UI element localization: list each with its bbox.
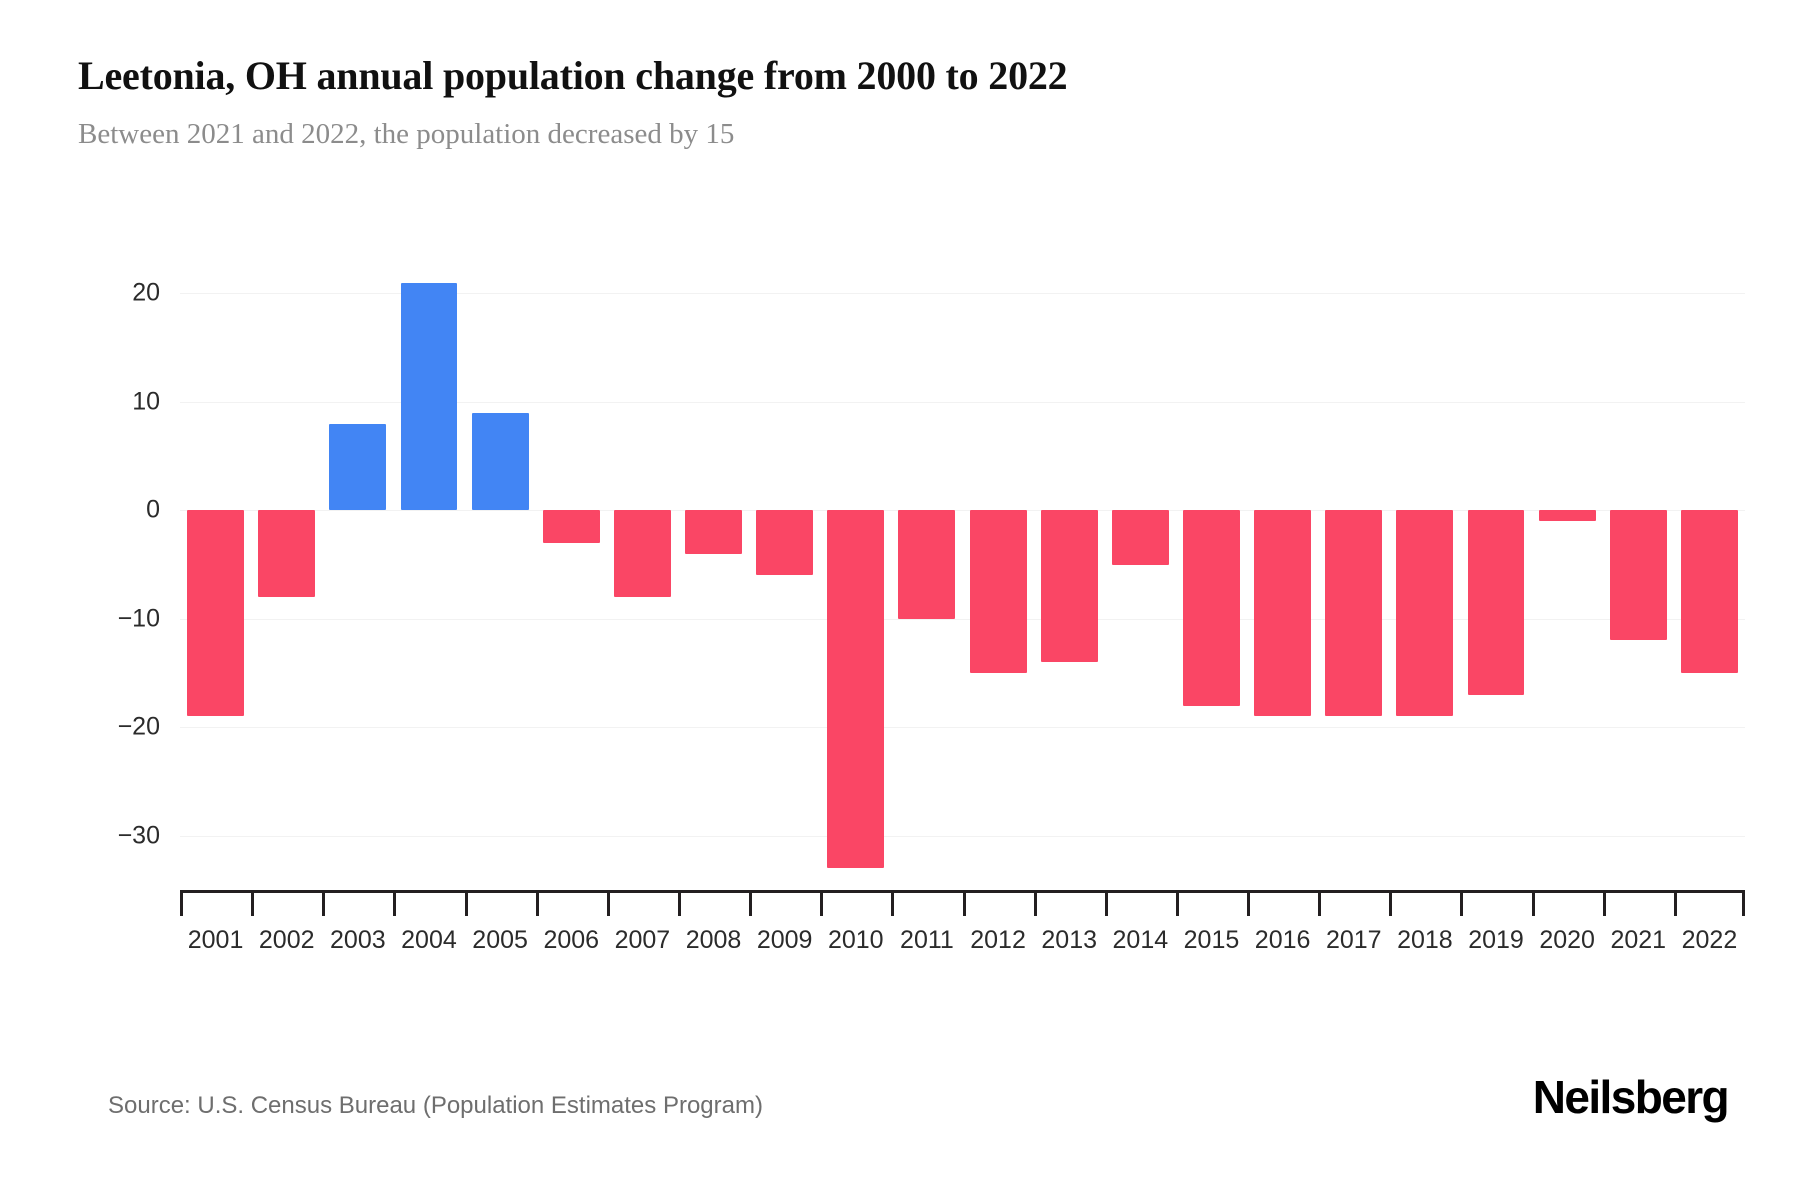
- bar-2017[interactable]: [1325, 510, 1383, 717]
- x-axis-tick: [535, 890, 539, 916]
- gridline: [180, 510, 1745, 512]
- bar-2005[interactable]: [471, 412, 529, 511]
- y-axis-tick-label: −20: [117, 712, 160, 741]
- bar-2018[interactable]: [1396, 510, 1454, 717]
- x-axis-tick: [891, 890, 895, 916]
- x-axis-tick-label-2018: 2018: [1397, 926, 1453, 954]
- x-axis-tick: [1318, 890, 1322, 916]
- bar-2006[interactable]: [542, 510, 600, 543]
- plot-area: 20 10 0 −10 −20 −30 2001 2002 2003 2004 2005 2006 2…: [118, 250, 1745, 954]
- x-axis-tick-label-2021: 2021: [1610, 926, 1667, 954]
- x-axis-tick: [749, 890, 753, 916]
- page-subtitle: Between 2021 and 2022, the population de…: [78, 118, 735, 150]
- bar-2013[interactable]: [1040, 510, 1098, 663]
- x-axis-tick-label-2002: 2002: [258, 926, 315, 954]
- gridline: [180, 293, 1745, 295]
- x-axis-tick: [1602, 890, 1606, 916]
- bar-2002[interactable]: [258, 510, 316, 598]
- x-axis-tick: [393, 890, 397, 916]
- bar-2012[interactable]: [969, 510, 1027, 674]
- x-axis-tick: [1742, 890, 1745, 916]
- bar-2022[interactable]: [1680, 510, 1738, 674]
- gridline: [180, 401, 1745, 403]
- bar-2008[interactable]: [685, 510, 742, 554]
- x-axis-tick-label-2012: 2012: [970, 926, 1026, 954]
- x-axis-tick-label-2005: 2005: [472, 926, 528, 954]
- x-axis-tick-label-2008: 2008: [685, 926, 742, 954]
- x-axis-tick: [1673, 890, 1677, 916]
- x-axis-tick: [251, 890, 255, 916]
- x-axis-tick-label-2016: 2016: [1254, 926, 1311, 954]
- bar-2019[interactable]: [1467, 510, 1525, 695]
- bar-2004[interactable]: [400, 282, 458, 511]
- bar-2010[interactable]: [827, 510, 885, 869]
- x-axis-tick: [464, 890, 468, 916]
- x-axis-tick: [180, 890, 183, 916]
- x-axis-tick: [820, 890, 824, 916]
- bar-2020[interactable]: [1538, 510, 1596, 522]
- bar-2001[interactable]: [187, 510, 245, 717]
- gridline: [180, 618, 1745, 620]
- x-axis-tick: [606, 890, 610, 916]
- x-axis-tick-label-2020: 2020: [1539, 926, 1595, 954]
- x-axis-tick: [1247, 890, 1251, 916]
- y-axis-tick-label: −30: [117, 821, 160, 850]
- x-axis-tick: [1531, 890, 1535, 916]
- page-title: Leetonia, OH annual population change fr…: [78, 53, 1068, 98]
- x-axis-tick: [1389, 890, 1393, 916]
- y-axis-tick-label: 20: [132, 278, 160, 307]
- bar-2009[interactable]: [756, 510, 814, 576]
- bar-2014[interactable]: [1111, 510, 1169, 565]
- y-axis-tick-label: 10: [132, 387, 160, 416]
- x-axis-tick-label-2019: 2019: [1468, 926, 1524, 954]
- x-axis-tick-label-2003: 2003: [330, 926, 386, 954]
- gridline: [180, 727, 1745, 729]
- x-axis-tick: [322, 890, 326, 916]
- bar-2016[interactable]: [1254, 510, 1312, 717]
- x-axis-tick-label-2004: 2004: [401, 926, 457, 954]
- x-axis-tick: [1033, 890, 1037, 916]
- x-axis-tick-label-2015: 2015: [1183, 926, 1240, 954]
- brand-logo: Neilsberg: [1532, 1071, 1730, 1123]
- bar-2011[interactable]: [898, 510, 956, 619]
- bar-2007[interactable]: [613, 510, 671, 598]
- x-axis-tick-label-2022: 2022: [1681, 926, 1738, 954]
- y-axis-tick-label: 0: [146, 495, 160, 524]
- x-axis-tick-label-2011: 2011: [900, 926, 954, 954]
- source-note: Source: U.S. Census Bureau (Population E…: [108, 1092, 763, 1119]
- x-axis-tick-label-2007: 2007: [614, 926, 671, 954]
- x-axis-tick-label-2013: 2013: [1041, 926, 1098, 954]
- x-axis-tick-label-2009: 2009: [756, 926, 813, 954]
- x-axis-tick: [677, 890, 681, 916]
- x-axis-tick-label-2006: 2006: [543, 926, 600, 954]
- bar-2021[interactable]: [1609, 510, 1667, 641]
- x-axis-tick: [962, 890, 966, 916]
- x-axis-tick: [1460, 890, 1464, 916]
- x-axis-tick: [1175, 890, 1179, 916]
- bar-2015[interactable]: [1183, 510, 1240, 706]
- x-axis-tick-label-2017: 2017: [1325, 926, 1382, 954]
- bar-series: [180, 250, 1745, 890]
- gridline: [180, 835, 1745, 837]
- y-axis-tick-label: −10: [117, 604, 160, 633]
- bar-2003[interactable]: [329, 423, 387, 511]
- x-axis-tick-label-2001: 2001: [187, 926, 244, 954]
- x-axis-tick-label-2014: 2014: [1112, 926, 1169, 954]
- x-axis-tick: [1104, 890, 1108, 916]
- x-axis-tick-label-2010: 2010: [827, 926, 884, 954]
